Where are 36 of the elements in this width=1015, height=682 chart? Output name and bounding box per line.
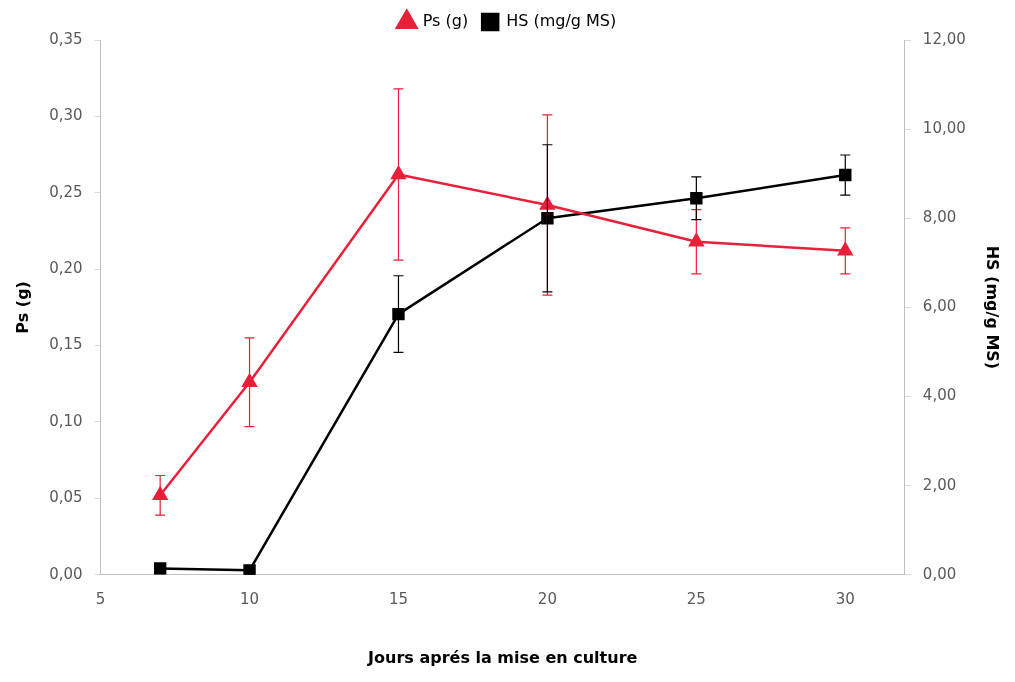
- x-tick-label: 20: [537, 589, 557, 608]
- y2-tick-label: 10,00: [922, 119, 966, 138]
- legend-label: HS (mg/g MS): [506, 11, 617, 31]
- y-tick-label: 0,00: [49, 564, 83, 583]
- point: [541, 212, 554, 225]
- y2-tick-label: 0,00: [922, 564, 957, 583]
- x-tick-label: 30: [835, 589, 855, 608]
- y-tick-label: 0,25: [49, 182, 83, 201]
- y2-tick-label: 12,00: [922, 29, 966, 48]
- point: [153, 562, 167, 575]
- y2-tick-label: 6,00: [922, 297, 957, 316]
- point: [837, 242, 853, 256]
- x-tick-label: 5: [95, 589, 106, 608]
- y-tick-label: 0,10: [49, 411, 83, 430]
- point: [242, 374, 257, 388]
- y2-tick-label: 4,00: [922, 386, 957, 405]
- y2-tick-label: 8,00: [922, 208, 957, 227]
- y-tick-label: 0,20: [49, 259, 83, 278]
- point: [690, 192, 703, 205]
- x-tick-label: 25: [686, 589, 706, 608]
- point: [152, 487, 168, 501]
- x-tick-label: 15: [388, 589, 409, 608]
- point: [243, 564, 256, 575]
- point: [392, 307, 405, 321]
- y-tick-label: 0,05: [49, 488, 83, 507]
- y-axis-title: Ps (g): [12, 281, 32, 334]
- point: [839, 168, 852, 182]
- x-tick-label: 10: [239, 589, 260, 608]
- y-tick-label: 0,15: [49, 335, 83, 354]
- point: [391, 166, 406, 180]
- y-tick-label: 0,30: [49, 106, 83, 125]
- x-axis-title: Jours aprés la mise en culture: [367, 647, 638, 667]
- y-tick-label: 0,35: [49, 29, 83, 48]
- y2-tick-label: 2,00: [922, 475, 957, 494]
- y2-axis-title: HS (mg/g MS): [983, 245, 1003, 370]
- legend-label: Ps (g): [422, 11, 469, 31]
